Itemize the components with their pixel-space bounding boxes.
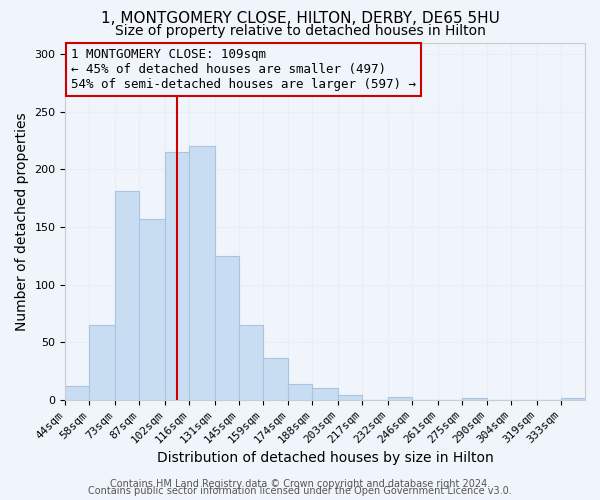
Bar: [388, 396, 412, 400]
Text: Size of property relative to detached houses in Hilton: Size of property relative to detached ho…: [115, 24, 485, 38]
Bar: [165, 152, 189, 400]
Bar: [89, 325, 115, 400]
Bar: [215, 256, 239, 400]
Text: Contains HM Land Registry data © Crown copyright and database right 2024.: Contains HM Land Registry data © Crown c…: [110, 479, 490, 489]
Text: 1 MONTGOMERY CLOSE: 109sqm
← 45% of detached houses are smaller (497)
54% of sem: 1 MONTGOMERY CLOSE: 109sqm ← 45% of deta…: [71, 48, 416, 91]
X-axis label: Distribution of detached houses by size in Hilton: Distribution of detached houses by size …: [157, 451, 494, 465]
Bar: [139, 219, 165, 400]
Bar: [561, 398, 585, 400]
Text: 1, MONTGOMERY CLOSE, HILTON, DERBY, DE65 5HU: 1, MONTGOMERY CLOSE, HILTON, DERBY, DE65…: [101, 11, 499, 26]
Y-axis label: Number of detached properties: Number of detached properties: [15, 112, 29, 330]
Bar: [239, 325, 263, 400]
Text: Contains public sector information licensed under the Open Government Licence v3: Contains public sector information licen…: [88, 486, 512, 496]
Bar: [313, 388, 338, 400]
Bar: [338, 396, 362, 400]
Bar: [461, 398, 487, 400]
Bar: [115, 192, 139, 400]
Bar: [65, 386, 89, 400]
Bar: [263, 358, 289, 400]
Bar: [289, 384, 313, 400]
Bar: [189, 146, 215, 400]
